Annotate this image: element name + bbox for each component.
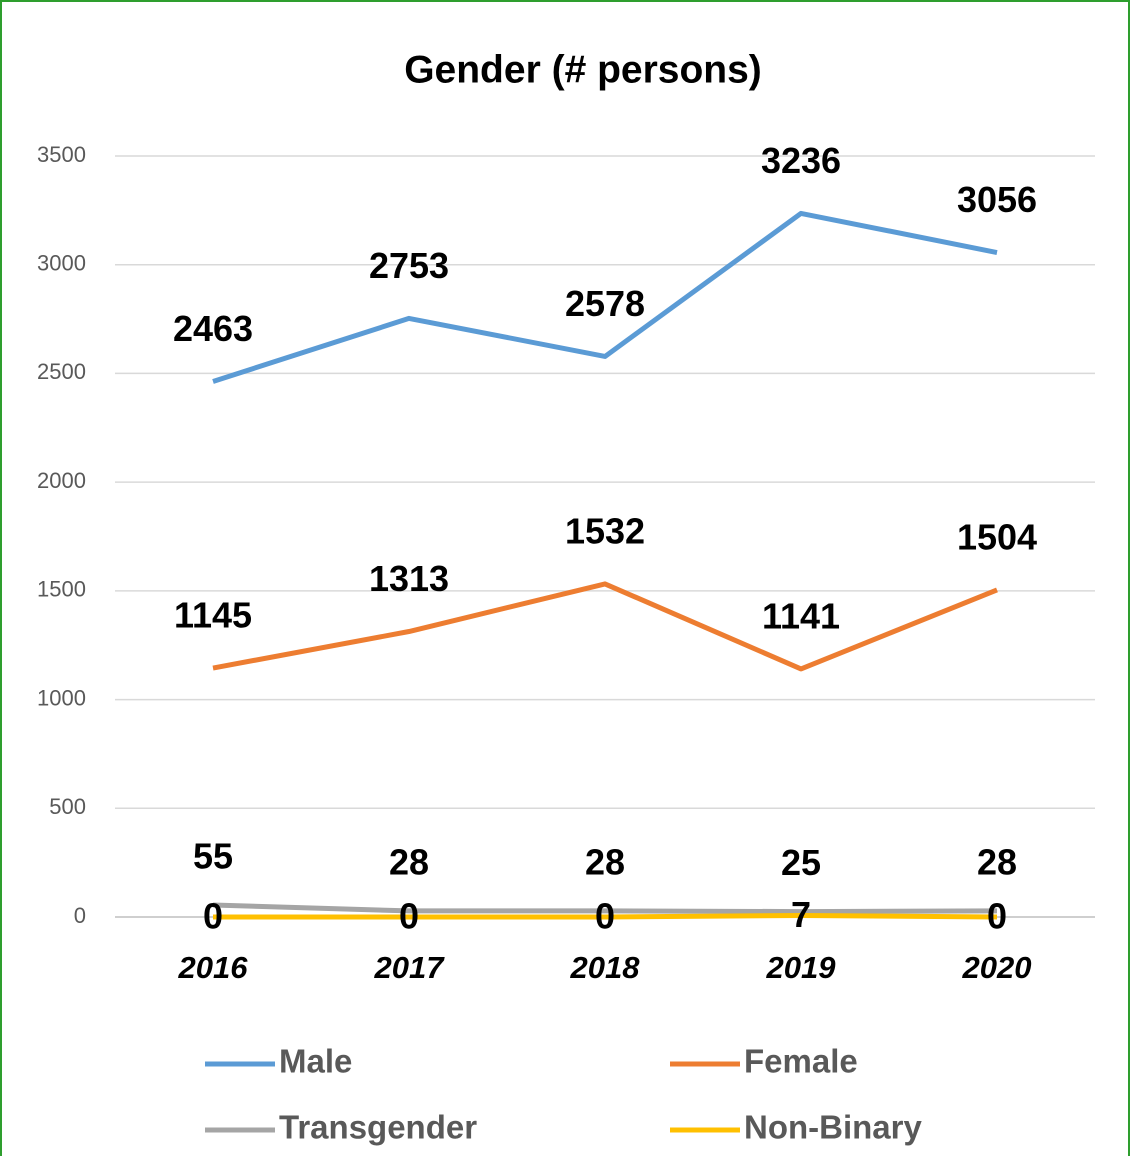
- y-tick-label: 3000: [37, 251, 86, 276]
- series-line: [212, 210, 998, 384]
- data-label: 28: [977, 841, 1017, 882]
- data-label: 2463: [173, 308, 253, 349]
- data-label: 0: [399, 896, 419, 937]
- y-tick-label: 2000: [37, 468, 86, 493]
- x-tick-label: 2020: [962, 950, 1032, 985]
- data-label: 25: [781, 842, 821, 883]
- data-label: 3236: [761, 140, 841, 181]
- data-label: 55: [193, 836, 233, 877]
- data-label: 28: [389, 841, 429, 882]
- legend-label: Transgender: [279, 1109, 477, 1146]
- data-label: 3056: [957, 179, 1037, 220]
- x-tick-label: 2017: [374, 950, 446, 985]
- y-tick-label: 3500: [37, 142, 86, 167]
- data-label: 1145: [174, 595, 252, 636]
- series-line: [212, 902, 998, 915]
- x-tick-label: 2019: [766, 950, 837, 985]
- y-tick-label: 2500: [37, 359, 86, 384]
- series-line: [212, 581, 998, 672]
- data-label: 7: [791, 894, 811, 935]
- y-tick-label: 500: [49, 794, 86, 819]
- y-tick-label: 1000: [37, 685, 86, 710]
- data-label: 0: [203, 896, 223, 937]
- chart-title: Gender (# persons): [404, 48, 762, 91]
- data-label: 1532: [565, 510, 645, 551]
- legend-label: Non-Binary: [744, 1109, 922, 1146]
- data-label: 1141: [762, 595, 840, 636]
- legend-label: Male: [279, 1043, 352, 1080]
- series-line: [213, 912, 998, 920]
- data-label: 0: [987, 896, 1007, 937]
- data-label: 2578: [565, 283, 645, 324]
- y-tick-label: 0: [74, 903, 86, 928]
- y-tick-label: 1500: [37, 577, 86, 602]
- x-tick-label: 2016: [178, 950, 249, 985]
- legend-label: Female: [744, 1043, 858, 1080]
- data-label: 1313: [369, 558, 449, 599]
- x-tick-label: 2018: [570, 950, 641, 985]
- data-label: 0: [595, 896, 615, 937]
- data-label: 28: [585, 841, 625, 882]
- data-label: 2753: [369, 245, 449, 286]
- data-label: 1504: [957, 517, 1037, 558]
